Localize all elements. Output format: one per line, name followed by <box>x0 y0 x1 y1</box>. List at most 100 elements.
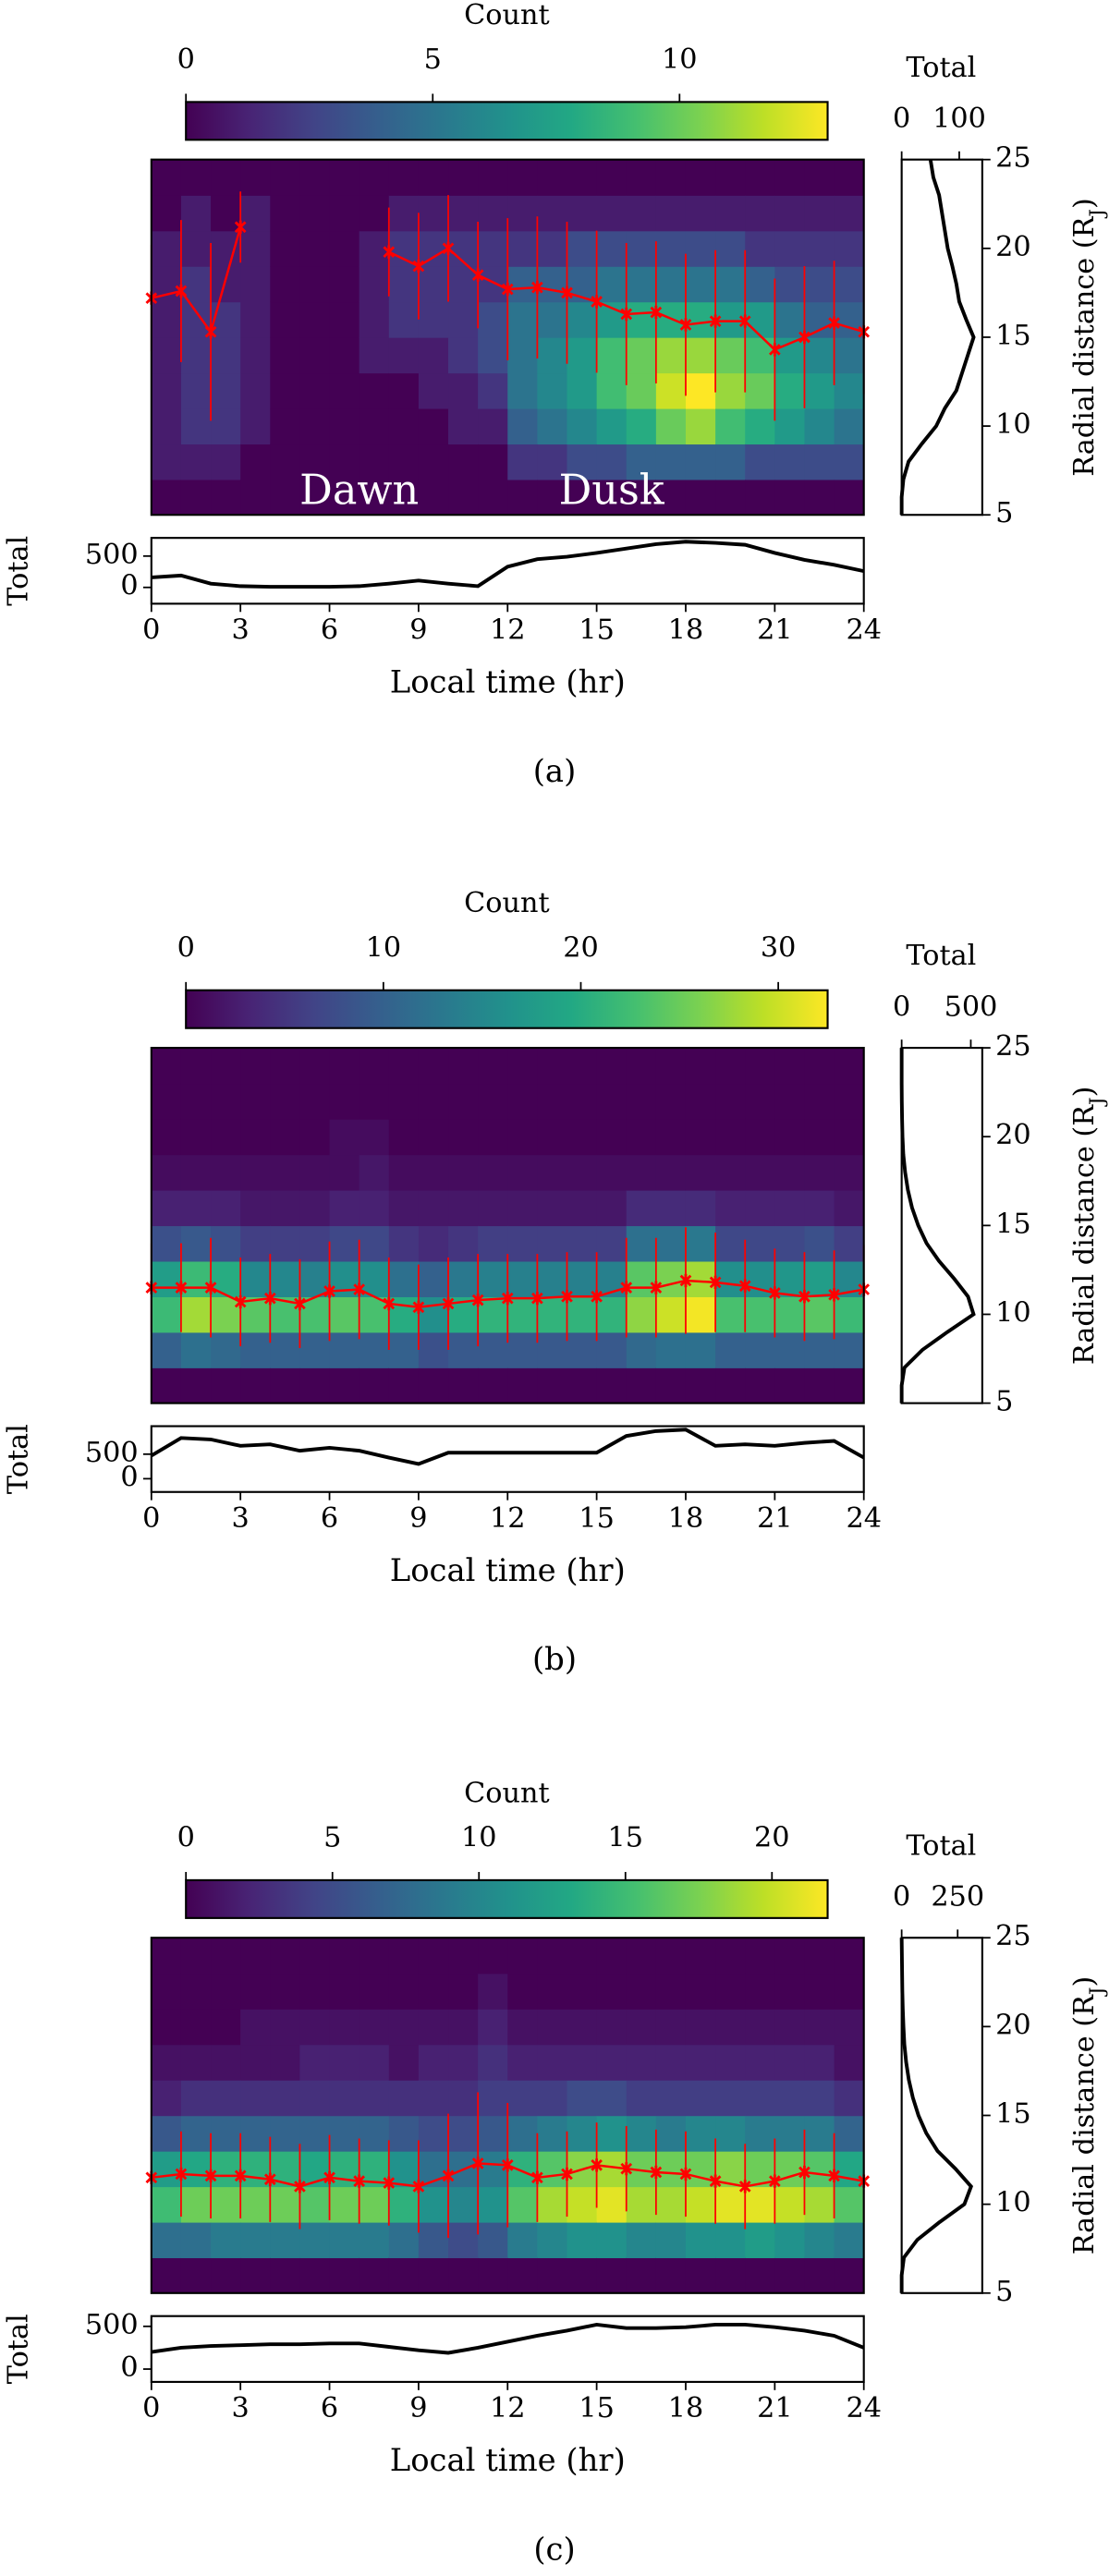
annotation: Dawn <box>299 468 419 515</box>
heatmap-cell <box>448 2186 479 2223</box>
y-tick-label: 15 <box>995 2098 1031 2131</box>
heatmap-cell <box>774 1331 806 1368</box>
heatmap-cell <box>537 1048 568 1085</box>
heatmap-cell <box>626 1048 657 1085</box>
heatmap-cell <box>329 2257 360 2294</box>
heatmap-cell <box>329 1189 360 1227</box>
heatmap-cell <box>507 1331 539 1368</box>
heatmap-cell <box>418 195 449 232</box>
heatmap-cell <box>211 479 241 516</box>
heatmap-cell <box>626 336 657 374</box>
heatmap-cell <box>151 336 182 374</box>
heatmap-cell <box>626 2009 657 2046</box>
heatmap-cell <box>180 479 212 516</box>
heatmap-cell <box>180 230 212 267</box>
heatmap-cell <box>804 1118 835 1156</box>
heatmap-cell <box>804 2186 835 2223</box>
heatmap-cell <box>448 1154 479 1191</box>
heatmap-cell <box>448 2221 479 2259</box>
heatmap-cell <box>537 444 568 480</box>
heatmap-cell <box>180 1938 212 1975</box>
heatmap-cell <box>359 1189 390 1227</box>
heatmap-cell <box>834 372 865 409</box>
heatmap-cell <box>299 1973 331 2010</box>
mean-marker <box>798 1290 810 1304</box>
heatmap-cell <box>448 1189 479 1227</box>
heatmap-cell <box>329 2080 360 2117</box>
heatmap-cell <box>388 2221 420 2259</box>
heatmap-cell <box>270 1118 301 1156</box>
mean-marker <box>412 2180 425 2193</box>
heatmap-cell <box>745 2257 776 2294</box>
x-tick-label: 6 <box>321 2392 338 2424</box>
heatmap-cell <box>270 2044 301 2081</box>
x-tick-label: 18 <box>668 2392 704 2424</box>
mean-marker <box>531 281 543 295</box>
heatmap-cell <box>567 1154 598 1191</box>
heatmap-cell <box>240 1973 272 2010</box>
heatmap-cell <box>180 1296 212 1333</box>
heatmap-cell <box>478 1973 508 2010</box>
heatmap-cell <box>418 479 449 516</box>
heatmap-cell <box>774 1154 806 1191</box>
heatmap-cell <box>507 2115 539 2152</box>
x-tick-label: 6 <box>321 1502 338 1535</box>
heatmap-cell <box>655 1083 687 1120</box>
colorbar-tick-label: 10 <box>461 1821 497 1853</box>
mean-marker <box>828 2169 840 2183</box>
heatmap-cell <box>211 2044 241 2081</box>
heatmap-cell <box>180 336 212 374</box>
heatmap-cell <box>329 301 360 338</box>
heatmap-cell <box>151 301 182 338</box>
heatmap-cell <box>537 2221 568 2259</box>
heatmap-cell <box>359 1331 390 1368</box>
heatmap-cell <box>834 2186 865 2223</box>
heatmap-cell <box>626 1118 657 1156</box>
x-tick-label: 21 <box>757 2392 793 2424</box>
mean-marker <box>471 2157 484 2170</box>
heatmap-cell <box>180 407 212 445</box>
heatmap-cell <box>834 1938 865 1975</box>
x-tick-label: 12 <box>490 614 526 647</box>
heatmap-cell <box>418 1938 449 1975</box>
heatmap-cell <box>745 444 776 480</box>
heatmap-cell <box>299 2080 331 2117</box>
mean-marker <box>383 245 396 259</box>
heatmap-cell <box>478 2257 508 2294</box>
heatmap-cell <box>745 1973 776 2010</box>
heatmap-cell <box>655 336 687 374</box>
heatmap-cell <box>596 195 628 232</box>
heatmap-cell <box>418 1260 449 1297</box>
heatmap-cell <box>596 372 628 409</box>
heatmap-cell <box>180 2080 212 2117</box>
heatmap-cell <box>240 372 272 409</box>
heatmap-cell <box>626 1367 657 1404</box>
heatmap-cell <box>537 195 568 232</box>
heatmap-cell <box>299 301 331 338</box>
heatmap-cell <box>507 230 539 267</box>
heatmap-cell <box>537 230 568 267</box>
heatmap-cell <box>745 2009 776 2046</box>
mean-marker <box>263 1292 276 1306</box>
heatmap-cell <box>299 266 331 303</box>
heatmap-cell <box>240 2186 272 2223</box>
heatmap-cell <box>685 372 716 409</box>
heatmap-cell <box>834 1189 865 1227</box>
heatmap-cell <box>240 1154 272 1191</box>
heatmap-cell <box>507 1225 539 1262</box>
heatmap-cell <box>655 2009 687 2046</box>
heatmap-cell <box>418 301 449 338</box>
heatmap-cell <box>299 1331 331 1368</box>
heatmap-cell <box>329 1296 360 1333</box>
heatmap-cell <box>567 2221 598 2259</box>
heatmap-cell <box>745 230 776 267</box>
heatmap-cell <box>270 1331 301 1368</box>
heatmap-cell <box>537 1973 568 2010</box>
bottom-y-tick-label: 0 <box>120 2351 138 2384</box>
heatmap-cell <box>329 159 360 196</box>
heatmap-cell <box>685 1331 716 1368</box>
heatmap-cell <box>299 1118 331 1156</box>
side-frame <box>900 1937 983 2294</box>
mean-marker <box>175 1281 188 1294</box>
